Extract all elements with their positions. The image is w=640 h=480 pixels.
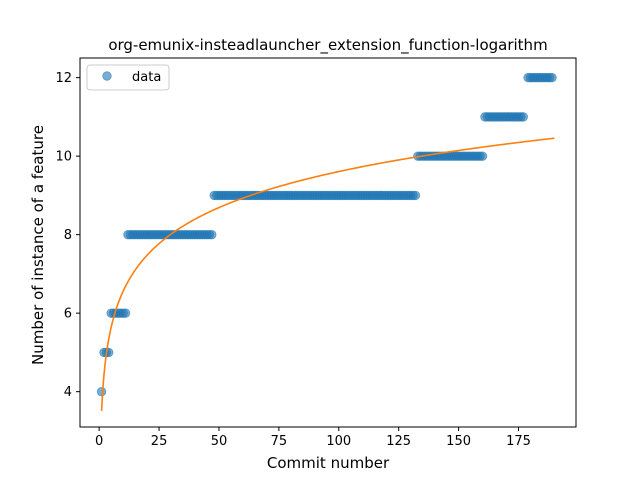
y-axis-title: Number of instance of a feature	[29, 125, 47, 365]
legend: data	[86, 64, 170, 91]
x-axis: 0 25 50 75 100 125 150 175	[95, 427, 531, 449]
y-tick-label: 8	[64, 228, 72, 243]
x-axis-title: Commit number	[267, 454, 390, 472]
x-tick-label: 75	[271, 434, 288, 449]
data-point	[477, 151, 488, 161]
x-tick-label: 175	[506, 434, 531, 449]
y-tick-label: 6	[64, 307, 72, 322]
fit-line	[100, 137, 555, 411]
x-tick-label: 150	[446, 434, 471, 449]
data-point	[120, 308, 131, 318]
y-tick-label: 4	[64, 385, 72, 400]
x-tick-label: 25	[151, 434, 168, 449]
data-point	[547, 72, 557, 83]
y-tick-label: 12	[55, 71, 72, 86]
legend-label: data	[132, 70, 161, 85]
legend-box	[86, 64, 170, 91]
data-point	[410, 190, 421, 201]
data-point	[207, 229, 217, 240]
x-tick-label: 0	[95, 434, 103, 449]
plot-area	[96, 72, 557, 411]
plot-frame	[79, 57, 577, 428]
y-tick-label: 10	[55, 150, 72, 165]
x-tick-label: 100	[326, 434, 351, 449]
x-tick-label: 50	[211, 434, 228, 449]
legend-marker	[102, 71, 112, 81]
y-axis: 4 6 8 10 12	[55, 71, 80, 400]
x-tick-label: 125	[386, 434, 411, 449]
data-point	[96, 386, 107, 397]
data-point	[518, 112, 528, 122]
chart-title: org-emunix-insteadlauncher_extension_fun…	[108, 36, 547, 55]
data-points	[96, 72, 557, 397]
